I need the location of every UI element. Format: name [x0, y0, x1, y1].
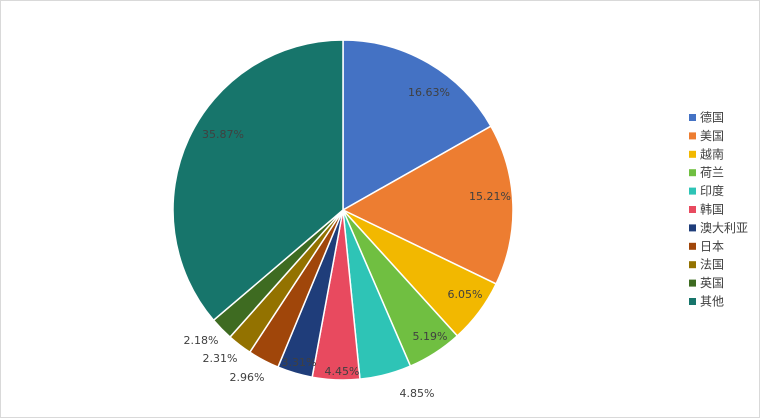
pie-slice-1 — [341, 125, 514, 285]
legend-swatch-8 — [689, 261, 696, 269]
legend-label-7: 日本 — [700, 239, 724, 253]
data-label-10: 35.87% — [202, 128, 244, 141]
legend-label-1: 美国 — [700, 129, 724, 143]
data-label-9: 2.18% — [184, 334, 219, 347]
legend-label-6: 澳大利亚 — [700, 221, 748, 235]
legend-label-0: 德国 — [700, 110, 724, 125]
legend-label-5: 韩国 — [700, 202, 724, 217]
legend-swatch-5 — [689, 206, 696, 213]
legend-swatch-7 — [689, 242, 696, 250]
data-label-6: 3.31% — [282, 356, 317, 369]
legend-swatch-4 — [689, 187, 696, 195]
data-label-0: 16.63% — [408, 86, 450, 99]
data-label-2: 6.05% — [448, 288, 483, 301]
pie-slice-0 — [342, 39, 492, 212]
legend-label-8: 法国 — [700, 258, 724, 272]
legend-label-9: 英国 — [700, 276, 724, 290]
legend-swatch-6 — [689, 224, 696, 232]
data-label-7: 2.96% — [230, 371, 265, 384]
legend-swatch-10 — [689, 298, 696, 305]
legend-swatch-3 — [689, 169, 696, 177]
data-label-4: 4.85% — [400, 387, 435, 400]
legend-label-4: 印度 — [700, 183, 724, 198]
legend-swatch-0 — [689, 114, 696, 121]
data-label-5: 4.45% — [325, 365, 360, 378]
data-label-3: 5.19% — [413, 330, 448, 343]
pie-slice-10 — [172, 39, 344, 322]
legend-swatch-9 — [689, 279, 696, 287]
legend-label-3: 荷兰 — [700, 166, 724, 180]
data-label-1: 15.21% — [469, 190, 511, 203]
legend-label-10: 其他 — [700, 295, 724, 309]
data-label-8: 2.31% — [203, 352, 238, 365]
legend-label-2: 越南 — [700, 146, 724, 161]
legend-swatch-2 — [689, 150, 696, 158]
legend-swatch-1 — [689, 132, 696, 140]
